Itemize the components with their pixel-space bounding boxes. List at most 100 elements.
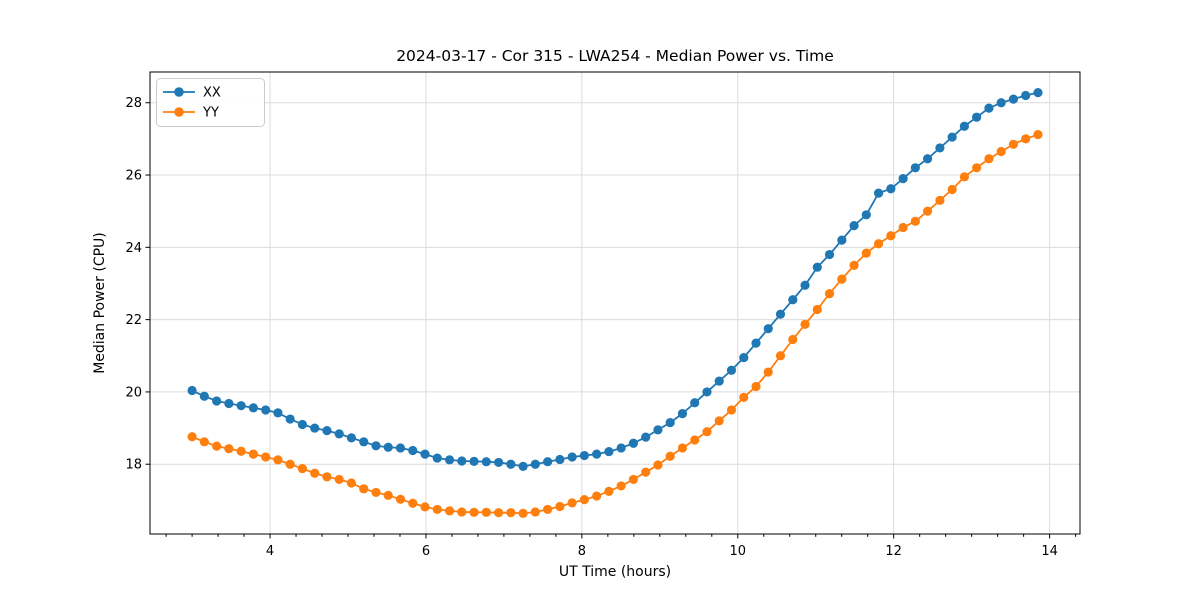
data-point-xx bbox=[604, 446, 614, 457]
data-point-yy bbox=[984, 154, 994, 164]
series-line-xx bbox=[191, 91, 1039, 468]
tick-layer: 4 6 8 10 12 14 18 20 22 24 26 28 bbox=[125, 96, 1077, 559]
data-point-yy bbox=[947, 184, 957, 195]
data-point-yy bbox=[248, 449, 258, 459]
data-point-yy bbox=[763, 367, 773, 377]
data-point-xx bbox=[199, 391, 209, 401]
legend-sample-marker-yy bbox=[174, 107, 184, 117]
data-point-yy bbox=[837, 274, 847, 284]
y-tick-label: 28 bbox=[125, 96, 142, 111]
data-point-xx bbox=[739, 352, 749, 363]
data-point-yy bbox=[886, 231, 896, 241]
data-point-yy bbox=[261, 452, 271, 462]
data-point-xx bbox=[849, 221, 859, 231]
data-point-xx bbox=[261, 405, 271, 415]
data-point-xx bbox=[420, 449, 430, 459]
data-point-yy bbox=[824, 289, 835, 299]
data-point-xx bbox=[518, 461, 528, 471]
data-point-xx bbox=[751, 338, 761, 348]
data-point-xx bbox=[432, 453, 442, 463]
data-point-yy bbox=[653, 460, 663, 470]
data-point-yy bbox=[506, 508, 516, 518]
data-point-yy bbox=[726, 405, 737, 415]
data-point-xx bbox=[910, 163, 920, 173]
data-point-yy bbox=[420, 502, 430, 512]
x-tick-label: 10 bbox=[730, 544, 747, 559]
data-point-xx bbox=[481, 457, 491, 467]
data-point-xx bbox=[273, 408, 283, 418]
data-point-xx bbox=[506, 459, 516, 469]
data-point-xx bbox=[346, 433, 357, 443]
data-point-xx bbox=[653, 425, 663, 435]
data-point-xx bbox=[788, 295, 798, 305]
data-point-xx bbox=[579, 450, 589, 461]
data-point-yy bbox=[297, 463, 308, 474]
data-point-yy bbox=[788, 334, 798, 345]
data-point-xx bbox=[1033, 88, 1043, 98]
data-point-yy bbox=[285, 459, 295, 469]
data-point-xx bbox=[641, 432, 651, 442]
data-point-yy bbox=[273, 455, 283, 465]
data-point-xx bbox=[1021, 90, 1031, 101]
x-axis-label: UT Time (hours) bbox=[559, 564, 671, 580]
data-point-xx bbox=[469, 456, 479, 466]
data-point-xx bbox=[775, 309, 786, 319]
series-layer bbox=[187, 88, 1043, 518]
data-point-xx bbox=[334, 429, 344, 439]
data-point-yy bbox=[383, 490, 393, 500]
data-point-yy bbox=[359, 484, 369, 494]
data-point-xx bbox=[371, 441, 381, 451]
data-point-yy bbox=[408, 498, 418, 508]
data-point-yy bbox=[959, 172, 969, 182]
data-point-xx bbox=[959, 121, 969, 131]
y-tick-label: 22 bbox=[125, 313, 142, 328]
data-point-yy bbox=[690, 435, 700, 445]
data-point-xx bbox=[359, 437, 369, 447]
x-tick-label: 6 bbox=[422, 544, 430, 559]
data-point-yy bbox=[910, 216, 920, 226]
data-point-yy bbox=[714, 416, 724, 426]
y-axis-label: Median Power (CPU) bbox=[92, 232, 108, 374]
data-point-xx bbox=[322, 426, 332, 436]
data-point-xx bbox=[873, 188, 884, 198]
y-tick-label: 18 bbox=[125, 458, 142, 473]
data-point-xx bbox=[861, 210, 871, 220]
data-point-yy bbox=[518, 508, 528, 518]
data-point-yy bbox=[322, 472, 332, 482]
plot-border bbox=[149, 71, 1081, 535]
data-point-yy bbox=[996, 146, 1006, 157]
x-tick-label: 12 bbox=[885, 544, 902, 559]
data-point-yy bbox=[469, 507, 479, 517]
data-point-yy bbox=[861, 248, 871, 258]
data-point-xx bbox=[677, 409, 688, 419]
data-point-xx bbox=[665, 418, 675, 428]
data-point-xx bbox=[726, 365, 737, 375]
data-point-yy bbox=[775, 351, 786, 361]
data-point-yy bbox=[346, 478, 357, 488]
data-point-xx bbox=[457, 456, 467, 466]
data-point-yy bbox=[334, 474, 344, 485]
data-point-xx bbox=[837, 235, 847, 245]
data-point-xx bbox=[555, 454, 565, 465]
data-point-xx bbox=[824, 249, 835, 260]
data-point-xx bbox=[922, 154, 933, 164]
data-point-yy bbox=[555, 501, 565, 512]
data-point-xx bbox=[628, 438, 638, 448]
data-point-xx bbox=[212, 396, 222, 406]
x-tick-label: 4 bbox=[266, 544, 274, 559]
data-point-yy bbox=[604, 486, 614, 496]
data-point-xx bbox=[494, 457, 504, 468]
data-point-xx bbox=[972, 112, 982, 122]
data-point-yy bbox=[616, 481, 626, 491]
data-point-xx bbox=[444, 455, 455, 465]
data-point-yy bbox=[922, 206, 933, 216]
data-point-xx bbox=[935, 143, 945, 153]
legend: XX YY bbox=[156, 78, 265, 127]
data-point-yy bbox=[1021, 134, 1031, 144]
data-point-xx bbox=[530, 459, 540, 469]
data-point-xx bbox=[297, 419, 308, 430]
data-point-yy bbox=[567, 498, 577, 508]
data-point-xx bbox=[616, 443, 626, 453]
